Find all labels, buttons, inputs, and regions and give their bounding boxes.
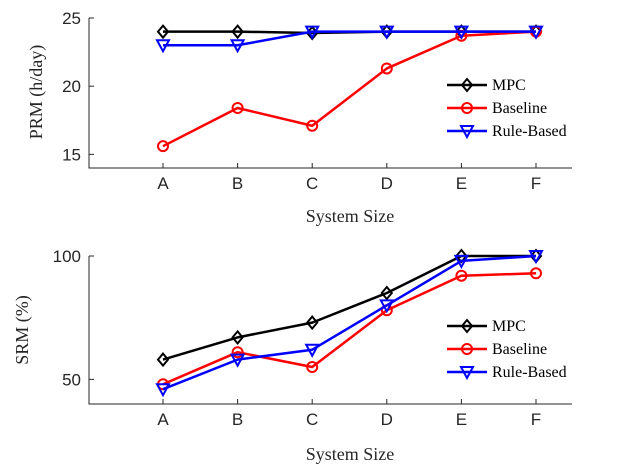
x-tick-label: A — [157, 174, 169, 193]
point-mpc — [231, 24, 244, 40]
point-baseline — [530, 267, 542, 280]
legend-label-rule-based: Rule-Based — [492, 123, 567, 140]
point-rule-based — [155, 39, 171, 54]
point-baseline — [231, 102, 244, 114]
axes-frame-prm — [88, 18, 572, 169]
series-line-rule-based — [163, 30, 536, 47]
y-axis-label-prm: PRM (h/day) — [26, 45, 47, 140]
series-line-baseline — [162, 30, 537, 148]
point-baseline — [306, 361, 319, 373]
x-tick-label: B — [232, 410, 243, 429]
legend-marker-baseline — [461, 343, 473, 355]
legend-label-baseline: Baseline — [492, 341, 547, 358]
point-rule-based — [528, 250, 544, 265]
x-axis-label-srm: System Size — [306, 444, 395, 464]
y-tick-label: 25 — [62, 9, 81, 28]
legend-marker-rule-based — [459, 125, 475, 140]
point-baseline — [231, 346, 244, 359]
y-tick-label: 15 — [62, 145, 81, 164]
x-tick-label: C — [306, 174, 318, 193]
x-tick-label: B — [232, 174, 243, 193]
point-mpc — [156, 352, 170, 368]
point-mpc — [156, 24, 170, 40]
point-rule-based — [379, 25, 395, 40]
x-tick-label: F — [531, 410, 541, 429]
point-rule-based — [155, 383, 171, 398]
point-rule-based — [229, 39, 246, 54]
y-axis-label-srm: SRM (%) — [12, 295, 33, 365]
x-tick-label: A — [157, 410, 169, 429]
y-tick-label: 20 — [62, 77, 81, 96]
point-rule-based — [304, 343, 320, 358]
series-line-baseline — [162, 272, 537, 386]
point-mpc — [231, 329, 244, 345]
x-tick-label: D — [381, 410, 393, 429]
point-baseline — [455, 269, 468, 282]
x-axis-label-prm: System Size — [306, 206, 395, 226]
y-tick-label: 50 — [62, 370, 81, 389]
point-baseline — [380, 62, 393, 75]
x-tick-label: F — [531, 174, 541, 193]
legend-label-baseline: Baseline — [492, 100, 547, 117]
legend-marker-baseline — [461, 102, 473, 114]
x-tick-label: E — [456, 174, 467, 193]
y-tick-label: 100 — [53, 247, 81, 266]
axes-frame-srm — [88, 256, 572, 405]
point-mpc — [305, 315, 319, 331]
x-tick-label: C — [306, 410, 318, 429]
point-rule-based — [528, 25, 544, 40]
legend-marker-mpc — [460, 318, 474, 334]
series-line-mpc — [162, 254, 536, 361]
series-line-rule-based — [162, 254, 537, 391]
point-rule-based — [379, 299, 395, 314]
point-baseline — [306, 119, 319, 132]
panel-srm: 50 100 A B C D E F MPC Baseline Rule-Based Syste… — [12, 247, 572, 464]
point-mpc — [380, 285, 394, 301]
legend-label-rule-based: Rule-Based — [492, 364, 567, 381]
panel-prm: 15 20 25 A B C D E F MPC Baseline Rule-Based Syst… — [26, 9, 572, 226]
legend-label-mpc: MPC — [492, 318, 526, 335]
x-tick-label: E — [456, 410, 467, 429]
legend-label-mpc: MPC — [492, 77, 526, 94]
legend-marker-rule-based — [459, 366, 475, 381]
legend-marker-mpc — [460, 77, 474, 93]
point-rule-based — [304, 25, 320, 40]
point-rule-based — [229, 353, 246, 368]
x-tick-label: D — [381, 174, 393, 193]
point-rule-based — [453, 25, 470, 40]
point-rule-based — [453, 254, 470, 270]
point-baseline — [157, 140, 169, 153]
